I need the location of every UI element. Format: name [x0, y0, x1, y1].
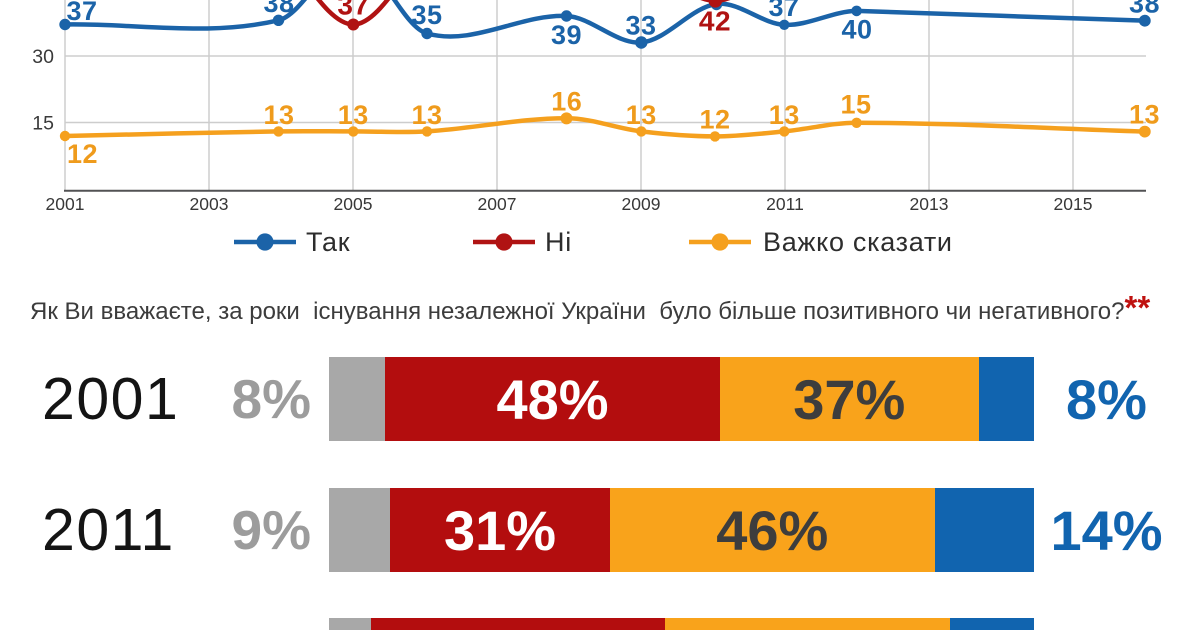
svg-text:15: 15 [840, 90, 871, 120]
svg-text:38: 38 [263, 0, 294, 18]
svg-text:42: 42 [699, 5, 731, 36]
svg-text:2015: 2015 [1054, 194, 1093, 214]
svg-text:13: 13 [1129, 100, 1160, 130]
svg-text:15: 15 [32, 113, 54, 135]
svg-text:16: 16 [551, 87, 582, 117]
svg-text:2007: 2007 [478, 194, 517, 214]
svg-text:37: 37 [66, 0, 97, 26]
svg-text:2005: 2005 [334, 194, 373, 214]
svg-text:38: 38 [1129, 0, 1160, 19]
svg-text:13: 13 [338, 100, 369, 130]
svg-text:39: 39 [551, 20, 582, 50]
svg-text:2009: 2009 [622, 194, 661, 214]
svg-text:13: 13 [411, 100, 442, 130]
svg-text:37: 37 [337, 0, 369, 21]
svg-text:2011: 2011 [766, 194, 804, 214]
svg-text:33: 33 [625, 11, 656, 41]
svg-text:12: 12 [67, 139, 98, 169]
svg-text:13: 13 [626, 100, 657, 130]
svg-text:2013: 2013 [910, 194, 949, 214]
svg-text:2001: 2001 [46, 194, 85, 214]
svg-text:40: 40 [841, 15, 872, 45]
svg-text:2003: 2003 [190, 194, 229, 214]
svg-text:37: 37 [768, 0, 799, 22]
svg-text:13: 13 [769, 100, 800, 130]
svg-text:35: 35 [411, 0, 442, 30]
svg-text:30: 30 [32, 46, 54, 68]
svg-text:13: 13 [263, 100, 294, 130]
svg-text:12: 12 [699, 105, 730, 135]
